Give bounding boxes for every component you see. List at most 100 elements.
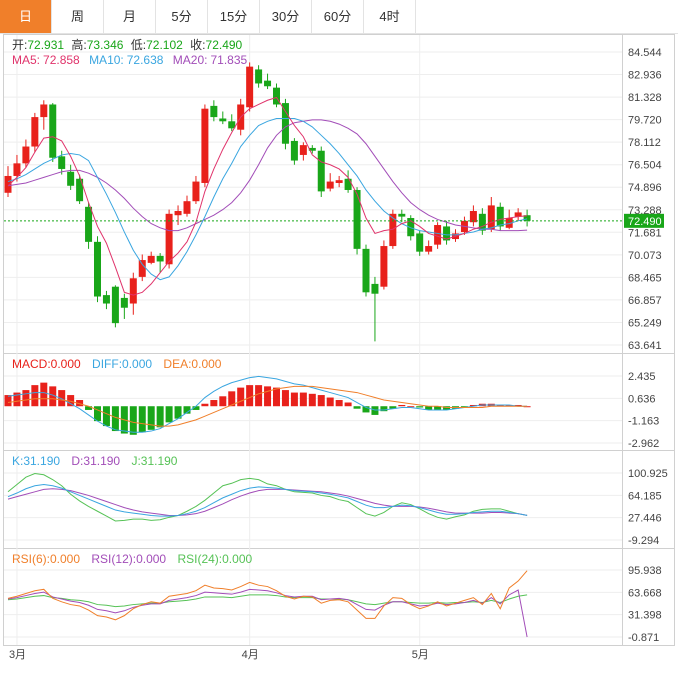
diff-line [7,375,528,433]
macd-bar [192,406,200,410]
candle-down [255,69,263,84]
macd-bar [67,395,75,407]
dea-legend: DEA:0.000 [163,357,221,371]
candle-down [353,189,361,249]
price-tick-label: 79.720 [628,115,662,127]
macd-bar [183,406,191,414]
rsi-panel [7,570,528,638]
price-tick-label: 71.681 [628,227,662,239]
price-tick-label: 74.896 [628,182,662,194]
d-legend: D:31.190 [71,454,120,468]
ma5-label: MA5: [12,53,40,67]
candle-up [335,180,343,183]
tab-month[interactable]: 月 [104,0,156,33]
candle-down [120,297,128,308]
grid-lines [4,35,622,645]
ma10-value: 72.638 [127,53,164,67]
candle-up [487,205,495,230]
macd-bar [228,391,236,407]
tab-30min[interactable]: 30分 [260,0,312,33]
candlestick-chart[interactable]: 84.544 82.936 81.328 79.720 78.112 76.504 74.8… [0,34,678,674]
candle-down [478,213,486,231]
candle-up [13,163,21,176]
candle-down [219,118,227,122]
candle-up [183,201,191,214]
tab-4hour[interactable]: 4时 [364,0,416,33]
macd-tick-label: -2.962 [628,438,659,450]
candle-down [443,226,451,241]
rsi-tick-label: 95.938 [628,565,662,577]
macd-bar [22,390,30,407]
candle-up [389,213,397,247]
rsi-tick-label: -0.871 [628,632,659,644]
chart-frame [3,34,675,646]
macd-tick-label: 0.636 [628,393,656,405]
macd-bar [308,393,316,407]
price-tick-label: 84.544 [628,47,662,59]
d-line [7,488,528,517]
period-tabs: 日 周 月 5分 15分 30分 60分 4时 [0,0,678,34]
macd-bar [85,406,93,410]
macd-bar [434,406,442,410]
tab-day[interactable]: 日 [0,0,52,33]
svg-text:K:31.190 D:31.190 J:31: K:31.190 D:31.190 J:31.190 [12,454,178,468]
candle-down [264,80,272,87]
candle-down [344,178,352,190]
ma20-label: MA20: [173,53,208,67]
rsi6-line [7,570,528,621]
macd-bar [147,406,155,430]
macd-bar [371,406,379,415]
open-label: 开: [12,38,27,52]
candle-up [192,181,200,202]
j-line [7,473,528,522]
candle-down [416,233,424,252]
axis-labels: 84.544 82.936 81.328 79.720 78.112 76.504 74.8… [9,47,668,661]
candle-down [210,105,218,118]
candle-up [326,181,334,189]
macd-bar [416,406,424,408]
macd-bar [165,406,173,423]
macd-bar [174,406,182,419]
price-tick-label: 76.504 [628,160,662,172]
macd-bar [380,406,388,412]
price-tick-label: 66.857 [628,295,662,307]
candle-down [94,241,101,297]
macd-bar [281,390,289,407]
candle-up [4,175,12,193]
macd-bar [264,386,272,407]
price-tick-label: 78.112 [628,137,661,149]
macd-panel [4,375,531,435]
macd-bar [514,404,522,407]
candle-up [425,246,433,252]
macd-bar [496,404,504,407]
kdj-tick-label: -9.294 [628,535,659,547]
candle-down [290,140,298,161]
svg-text:MACD:0.000 DIFF:0.000: MACD:0.000 DIFF:0.000 DEA:0.000 [12,357,222,371]
tab-60min[interactable]: 60分 [312,0,364,33]
low-value: 72.102 [146,38,183,52]
ma20-value: 71.835 [210,53,247,67]
tab-week[interactable]: 周 [52,0,104,33]
rsi6-legend: RSI(6):0.000 [12,552,80,566]
macd-bar [407,406,415,408]
macd-bar [425,406,433,410]
price-tick-label: 81.328 [628,92,662,104]
tab-5min[interactable]: 5分 [156,0,208,33]
price-tick-label: 68.465 [628,272,662,284]
tab-15min[interactable]: 15分 [208,0,260,33]
j-legend: J:31.190 [131,454,177,468]
close-label: 收: [190,38,205,52]
candle-down [308,147,316,151]
k-line [7,483,528,517]
price-tick-label: 65.249 [628,317,662,329]
macd-bar [201,403,209,407]
candle-down [58,156,66,169]
macd-bar [94,406,101,422]
macd-bar [290,392,298,407]
candle-down [102,295,110,304]
macd-bar [58,390,66,407]
candle-down [228,121,236,129]
rsi12-line [7,588,528,638]
price-panel [4,62,622,342]
candle-down [67,171,75,186]
